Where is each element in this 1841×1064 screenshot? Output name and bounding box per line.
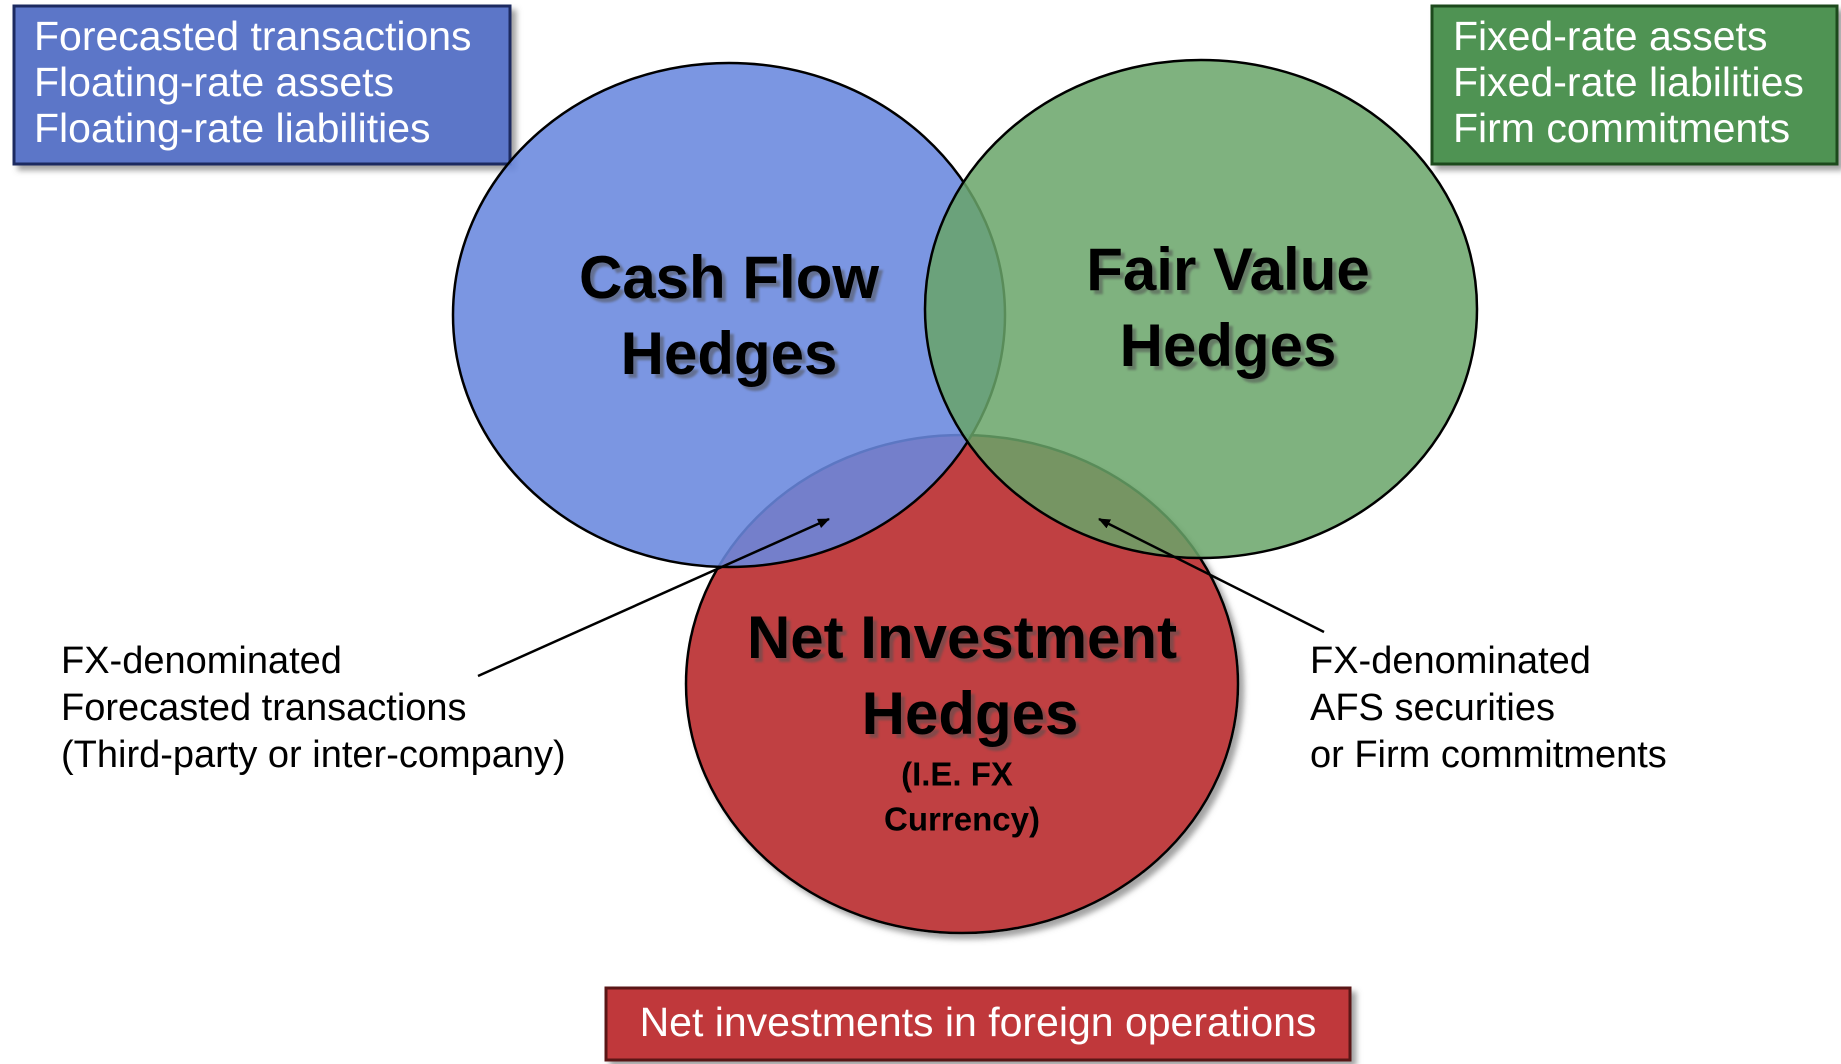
box-line: Fixed-rate assets: [1453, 13, 1767, 59]
net-investment-box: [604, 986, 1352, 1062]
cash-flow-circle: [451, 61, 1007, 569]
cash-flow-box: [12, 4, 512, 166]
annotation-line: AFS securities: [1310, 687, 1555, 729]
circle-title: Cash Flow: [579, 244, 879, 311]
annotation-line: or Firm commitments: [1310, 734, 1667, 776]
arrow: [477, 517, 830, 678]
box-line: Floating-rate assets: [34, 59, 394, 105]
annotation-line: FX-denominated: [61, 640, 342, 682]
box-line: Net investments in foreign operations: [640, 999, 1317, 1045]
circle-title: Hedges: [862, 680, 1079, 747]
box-line: Fixed-rate liabilities: [1453, 59, 1804, 105]
fair-value-box: [1430, 4, 1839, 166]
circle-title: Fair Value: [1086, 236, 1369, 303]
annotation-line: (Third-party or inter-company): [61, 734, 566, 776]
box-line: Firm commitments: [1453, 105, 1790, 151]
box-line: Floating-rate liabilities: [34, 105, 431, 151]
circle-note: Currency): [884, 801, 1040, 838]
annotation-line: Forecasted transactions: [61, 687, 467, 729]
fair-value-circle: [923, 58, 1479, 560]
circle-title: Hedges: [621, 320, 838, 387]
circle-title: Net Investment: [747, 604, 1177, 671]
circle-note: (I.E. FX: [901, 756, 1013, 793]
annotation-line: FX-denominated: [1310, 640, 1591, 682]
box-line: Forecasted transactions: [34, 13, 472, 59]
circle-title: Hedges: [1120, 312, 1337, 379]
arrow: [1098, 517, 1325, 634]
